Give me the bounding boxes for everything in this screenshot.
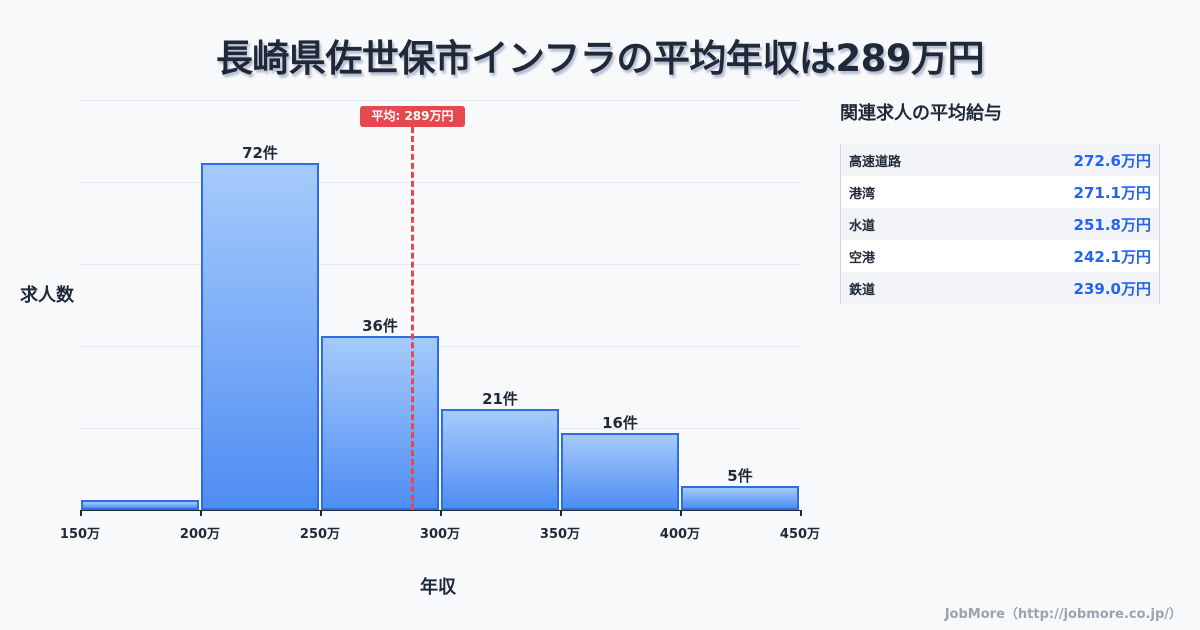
- page-title: 長崎県佐世保市インフラの平均年収は289万円: [215, 37, 985, 80]
- table-row: 水道 251.8万円: [841, 208, 1159, 240]
- bar-value-label: 21件: [482, 389, 518, 408]
- histogram-bar: [321, 336, 439, 510]
- x-tick-label: 350万: [539, 527, 581, 542]
- job-name: 空港: [849, 250, 876, 266]
- histogram-chart: 72件 36件 21件 16件 5件 150万 200万 250万 300万 350万 400万 4…: [20, 100, 821, 598]
- x-tick-label: 300万: [419, 527, 461, 542]
- histogram-bar: [681, 485, 799, 510]
- x-tick: [800, 510, 802, 516]
- bar-value-label: 72件: [242, 143, 278, 162]
- job-name: 高速道路: [849, 154, 902, 170]
- histogram-bar: [201, 162, 319, 510]
- x-axis-label: 年収: [420, 577, 456, 598]
- job-name: 鉄道: [849, 282, 876, 298]
- gridline: [80, 100, 800, 101]
- bar-value-label: 36件: [362, 317, 398, 336]
- x-tick: [560, 510, 562, 516]
- y-axis-label: 求人数: [20, 285, 74, 306]
- x-tick: [680, 510, 682, 516]
- mean-label: 平均: 289万円: [360, 106, 465, 127]
- x-tick: [440, 510, 442, 516]
- table-row: 鉄道 239.0万円: [841, 272, 1159, 304]
- table-row: 港湾 271.1万円: [841, 176, 1159, 208]
- job-salary: 242.1万円: [1073, 247, 1151, 266]
- job-salary: 271.1万円: [1073, 183, 1151, 202]
- x-tick: [320, 510, 322, 516]
- histogram-bar: [81, 500, 199, 510]
- histogram-bar: [561, 432, 679, 510]
- table-row: 高速道路 272.6万円: [841, 144, 1159, 176]
- related-salaries-table: 高速道路 272.6万円 港湾 271.1万円 水道 251.8万円 空港 24…: [840, 144, 1160, 304]
- footer-credit: JobMore（http://jobmore.co.jp/）: [944, 607, 1182, 622]
- gridline: [80, 264, 800, 265]
- x-tick-label: 450万: [779, 527, 821, 542]
- histogram-bar: [441, 408, 559, 510]
- job-name: 水道: [849, 218, 876, 234]
- job-salary: 272.6万円: [1073, 151, 1151, 170]
- x-tick-label: 250万: [299, 527, 341, 542]
- related-salaries-panel: 関連求人の平均給与 高速道路 272.6万円 港湾 271.1万円 水道 251…: [840, 100, 1160, 304]
- x-tick: [200, 510, 202, 516]
- x-tick-label: 200万: [179, 527, 221, 542]
- x-tick-label: 150万: [59, 527, 101, 542]
- x-tick: [80, 510, 82, 516]
- job-salary: 251.8万円: [1073, 215, 1151, 234]
- job-salary: 239.0万円: [1073, 279, 1151, 298]
- bar-value-label: 5件: [727, 466, 753, 485]
- gridline: [80, 182, 800, 183]
- gridline: [80, 346, 800, 347]
- job-name: 港湾: [849, 186, 876, 202]
- related-salaries-title: 関連求人の平均給与: [840, 103, 1002, 124]
- mean-line: [411, 127, 414, 510]
- bar-value-label: 16件: [602, 413, 638, 432]
- x-tick-label: 400万: [659, 527, 701, 542]
- table-row: 空港 242.1万円: [841, 240, 1159, 272]
- gridline: [80, 428, 800, 429]
